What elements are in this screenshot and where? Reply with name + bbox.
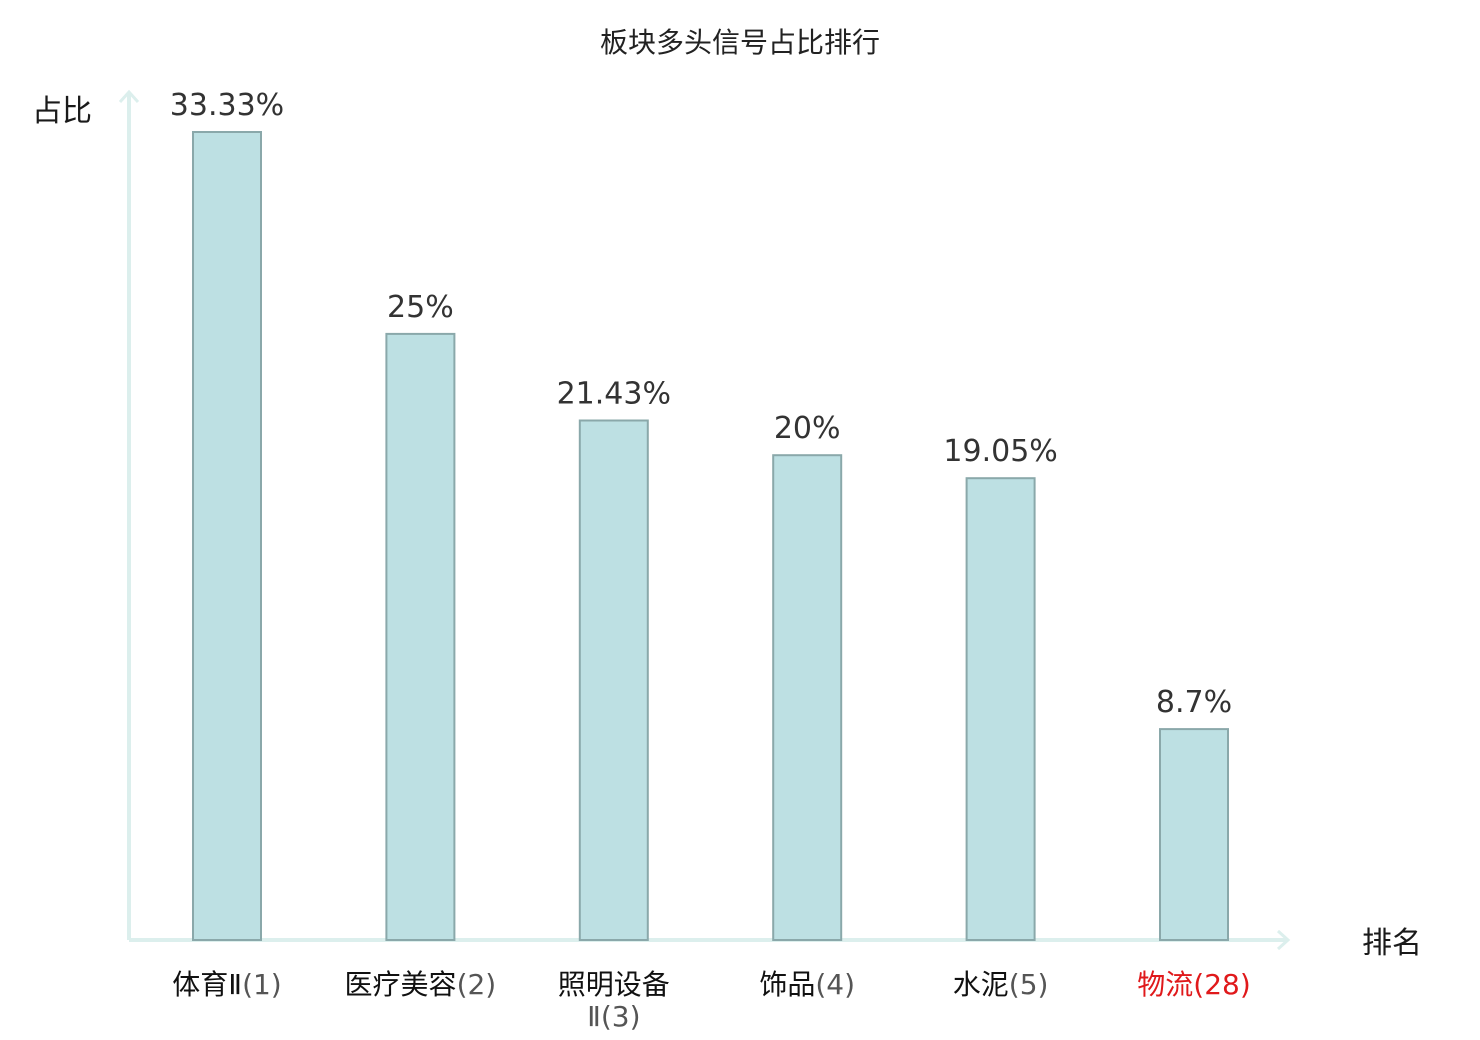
chart-title: 板块多头信号占比排行 xyxy=(600,26,880,59)
x-tick-label: 照明设备 Ⅱ(3) xyxy=(558,968,670,1033)
x-tick-label: 医疗美容(2) xyxy=(345,968,497,1001)
value-labels-group: 33.33% 25% 21.43% 20% 19.05% 8.7% xyxy=(170,88,1232,720)
x-axis-label: 排名 xyxy=(1362,926,1422,961)
x-tick-name: 医疗美容 xyxy=(345,968,457,1001)
x-tick-labels-group: 体育Ⅱ(1) 医疗美容(2) 照明设备 Ⅱ(3) 饰品(4) 水泥(5) 物流(28) xyxy=(172,968,1250,1033)
bar-value-label: 20% xyxy=(774,411,841,446)
x-tick-label: 体育Ⅱ(1) xyxy=(172,968,281,1001)
x-tick-name: 水泥 xyxy=(953,968,1009,1001)
x-tick-label: 饰品(4) xyxy=(759,968,855,1001)
x-tick-label: 水泥(5) xyxy=(953,968,1049,1001)
bar-value-label: 8.7% xyxy=(1156,685,1232,720)
bar xyxy=(192,131,262,941)
bar-value-label: 25% xyxy=(387,290,454,325)
bars-group xyxy=(192,131,1229,941)
x-tick-name-cont: Ⅱ xyxy=(587,1000,601,1033)
x-tick-rank: (4) xyxy=(815,968,855,1001)
bar xyxy=(578,419,649,941)
x-tick-name: 体育Ⅱ xyxy=(172,968,242,1001)
x-tick-rank: (5) xyxy=(1009,968,1049,1001)
bar xyxy=(772,454,843,941)
bar-value-label: 21.43% xyxy=(557,377,671,412)
bar xyxy=(1159,728,1229,941)
x-tick-rank: (1) xyxy=(242,968,282,1001)
x-tick-rank: (3) xyxy=(601,1000,641,1033)
x-tick-label: 物流(28) xyxy=(1137,968,1251,1001)
bar xyxy=(965,477,1036,941)
bar xyxy=(385,332,456,941)
x-tick-rank: (2) xyxy=(457,968,497,1001)
x-tick-name: 照明设备 xyxy=(558,968,670,1001)
x-tick-rank: (28) xyxy=(1193,968,1250,1001)
x-tick-name: 物流 xyxy=(1137,968,1193,1001)
bar-value-label: 19.05% xyxy=(943,434,1057,469)
x-tick-name: 饰品 xyxy=(759,968,815,1001)
bar-value-label: 33.33% xyxy=(170,88,284,123)
y-axis-label: 占比 xyxy=(32,94,92,129)
